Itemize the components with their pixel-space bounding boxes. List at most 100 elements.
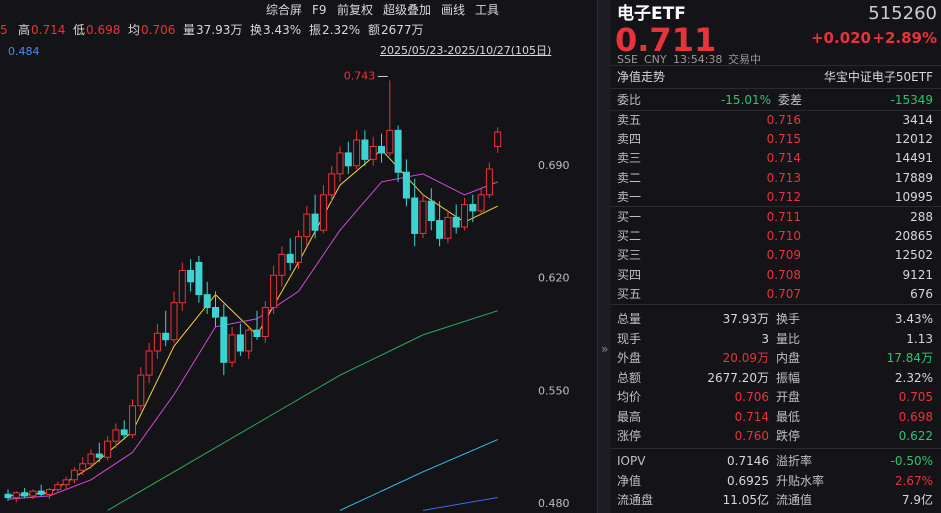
toolbar-button[interactable]: F9 bbox=[312, 3, 327, 17]
book-level: 卖二 bbox=[617, 170, 642, 185]
change-pct: +2.89% bbox=[872, 29, 937, 47]
stat-value: 2.32% bbox=[894, 370, 933, 385]
candle-body bbox=[411, 197, 419, 234]
candle-body bbox=[220, 316, 228, 363]
candle-body bbox=[162, 332, 170, 341]
book-price: 0.707 bbox=[766, 286, 801, 301]
book-price: 0.713 bbox=[766, 170, 801, 185]
candle-body bbox=[344, 152, 352, 167]
book-price: 0.708 bbox=[766, 267, 801, 282]
book-price: 0.714 bbox=[766, 151, 801, 166]
candle-body bbox=[353, 139, 361, 167]
y-tick-label: 0.480 bbox=[538, 497, 570, 510]
candle-body bbox=[178, 269, 186, 304]
separator bbox=[611, 110, 941, 111]
toolbar-button[interactable]: 前复权 bbox=[337, 3, 374, 17]
candle-body bbox=[361, 139, 369, 160]
candle-body bbox=[469, 203, 477, 212]
stat-label: 溢折率 bbox=[776, 454, 813, 468]
book-level: 卖四 bbox=[617, 132, 642, 147]
stat-value: 3 bbox=[761, 331, 769, 346]
book-price: 0.715 bbox=[766, 132, 801, 147]
stat-label: 量比 bbox=[776, 331, 801, 346]
book-price: 0.711 bbox=[766, 210, 801, 224]
candle-body bbox=[112, 429, 120, 442]
book-price: 0.710 bbox=[766, 229, 801, 244]
book-volume: 676 bbox=[910, 286, 933, 301]
stat-label: 总额 bbox=[617, 370, 642, 385]
last-price: 0.711 bbox=[615, 21, 717, 59]
separator bbox=[611, 88, 941, 89]
book-volume: 14491 bbox=[894, 151, 933, 166]
separator bbox=[611, 304, 941, 305]
collapse-strip[interactable]: » bbox=[597, 0, 612, 513]
stat-value: 0.705 bbox=[898, 390, 933, 404]
candle-body bbox=[295, 236, 302, 263]
stat-label: 总量 bbox=[617, 312, 642, 326]
candle-body bbox=[120, 429, 128, 436]
candle-body bbox=[187, 269, 195, 283]
book-level: 卖三 bbox=[617, 151, 642, 166]
candle-body bbox=[286, 253, 294, 263]
candle-body bbox=[170, 302, 178, 341]
book-volume: 288 bbox=[910, 210, 933, 224]
candle-body bbox=[386, 129, 394, 154]
candle-body bbox=[37, 490, 45, 495]
stat-label: 跌停 bbox=[776, 429, 801, 443]
candle-body bbox=[319, 194, 327, 231]
change: +0.020 bbox=[810, 29, 871, 47]
toolbar-button[interactable]: 画线 bbox=[441, 3, 466, 17]
separator bbox=[611, 206, 941, 207]
candle-body bbox=[461, 203, 468, 228]
book-level: 买五 bbox=[617, 286, 642, 301]
candle-body bbox=[212, 307, 219, 318]
nav-tab[interactable]: 净值走势 bbox=[617, 70, 666, 84]
toolbar-button[interactable]: 工具 bbox=[475, 3, 500, 17]
stat-value: 0.706 bbox=[734, 390, 769, 404]
kline-chart: 0.690 0.620 0.550 0.480 0.743 bbox=[4, 69, 570, 511]
info-value: 0.698 bbox=[86, 23, 121, 37]
book-level: 买一 bbox=[617, 210, 642, 224]
book-volume: 20865 bbox=[894, 229, 933, 244]
book-volume: 3414 bbox=[902, 113, 933, 127]
info-value: 2.32% bbox=[322, 23, 361, 37]
candle-body bbox=[153, 332, 161, 352]
toolbar-button[interactable]: 超级叠加 bbox=[383, 3, 432, 17]
info-label: 高 bbox=[18, 23, 31, 37]
toolbar-button[interactable]: 综合屏 bbox=[266, 3, 303, 17]
stat-label: 现手 bbox=[617, 331, 642, 346]
ma-line bbox=[422, 497, 498, 511]
candle-body bbox=[402, 171, 410, 199]
candle-body bbox=[311, 213, 319, 231]
book-price: 0.709 bbox=[766, 248, 801, 263]
candle-body bbox=[79, 463, 87, 471]
candle-body bbox=[54, 484, 62, 490]
candle-body bbox=[328, 173, 336, 196]
book-price: 0.712 bbox=[766, 189, 801, 204]
y-tick-label: 0.620 bbox=[538, 272, 570, 285]
ma-value: 0.484 bbox=[8, 45, 40, 58]
info-label: 量 bbox=[183, 23, 196, 37]
candle-body bbox=[369, 145, 377, 160]
diff-value: -15349 bbox=[890, 93, 933, 107]
candle-body bbox=[261, 307, 269, 338]
candle-body bbox=[494, 131, 502, 147]
stat-value: 0.714 bbox=[734, 409, 769, 424]
stat-value: 0.6925 bbox=[727, 473, 769, 488]
stat-label: 净值 bbox=[617, 473, 642, 488]
high-annotation: 0.743 bbox=[344, 69, 376, 82]
candle-body bbox=[444, 216, 452, 239]
etf-code: 515260 bbox=[868, 3, 937, 24]
stat-value: 0.698 bbox=[898, 409, 933, 424]
stat-value: -0.50% bbox=[890, 454, 933, 468]
candle-body bbox=[236, 334, 244, 352]
candle-body bbox=[129, 405, 136, 436]
candle-body bbox=[104, 440, 112, 458]
date-range: 2025/05/23-2025/10/27(105日) bbox=[380, 44, 552, 57]
diff-label: 委差 bbox=[778, 93, 803, 107]
candle-body bbox=[70, 469, 78, 481]
candle-body bbox=[270, 274, 278, 309]
stat-label: IOPV bbox=[617, 454, 646, 468]
ratio-label: 委比 bbox=[617, 93, 642, 107]
